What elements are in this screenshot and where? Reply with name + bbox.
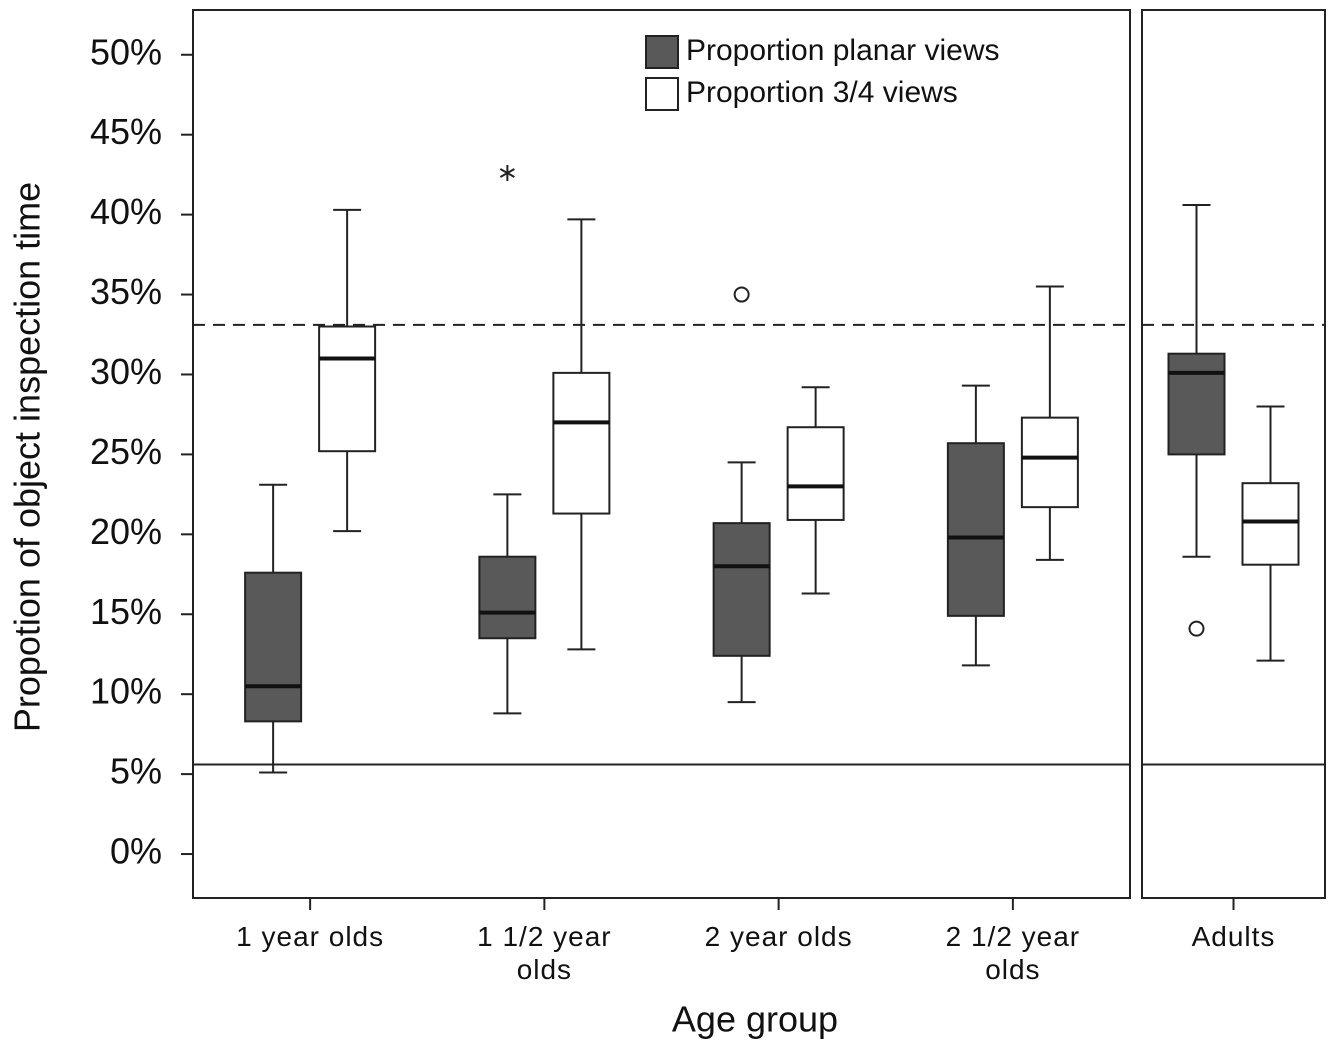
box bbox=[244, 571, 303, 723]
box bbox=[318, 325, 377, 453]
y-tick-label: 0% bbox=[110, 831, 162, 872]
x-tick-label: 2 1/2 year olds bbox=[945, 921, 1081, 985]
y-axis-label: Propotion of object inspection time bbox=[7, 182, 48, 732]
outlier bbox=[499, 165, 515, 182]
y-tick-label: 35% bbox=[90, 271, 162, 312]
y-tick-label: 40% bbox=[90, 191, 162, 232]
box bbox=[712, 522, 771, 657]
box bbox=[478, 555, 537, 640]
y-tick-label: 20% bbox=[90, 511, 162, 552]
box bbox=[552, 371, 611, 515]
y-tick-label: 30% bbox=[90, 351, 162, 392]
legend-swatch bbox=[645, 35, 679, 69]
x-tick-label: Adults bbox=[1191, 921, 1276, 952]
y-tick-label: 50% bbox=[90, 31, 162, 72]
box bbox=[1241, 482, 1300, 566]
y-tick-label: 25% bbox=[90, 431, 162, 472]
x-tick-label: 1 year olds bbox=[236, 921, 385, 952]
y-tick-label: 15% bbox=[90, 591, 162, 632]
y-tick-label: 5% bbox=[110, 751, 162, 792]
x-axis-label: Age group bbox=[672, 999, 838, 1040]
legend-label: Proportion planar views bbox=[686, 34, 1000, 67]
box bbox=[946, 442, 1005, 617]
y-tick-label: 45% bbox=[90, 111, 162, 152]
x-tick-label: 2 year olds bbox=[704, 921, 853, 952]
legend-label: Proportion 3/4 views bbox=[686, 76, 958, 109]
y-tick-label: 10% bbox=[90, 671, 162, 712]
box bbox=[1167, 352, 1226, 456]
outlier bbox=[733, 286, 750, 303]
legend-swatch bbox=[645, 77, 679, 111]
box bbox=[1020, 416, 1079, 509]
box bbox=[786, 426, 845, 521]
x-tick-label: 1 1/2 year olds bbox=[477, 921, 612, 985]
outlier bbox=[1188, 620, 1205, 637]
